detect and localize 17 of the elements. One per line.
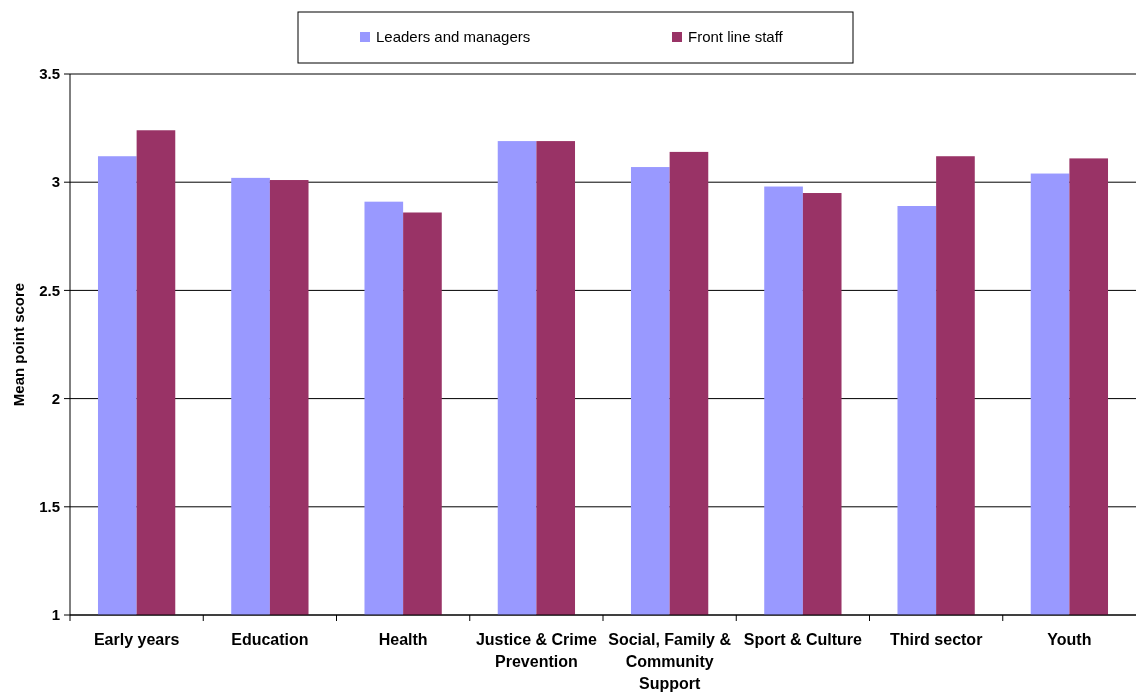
x-tick-label: Youth (1047, 631, 1092, 648)
y-axis-title: Mean point score (10, 282, 27, 407)
legend-label: Leaders and managers (376, 28, 531, 45)
y-tick-label: 3.5 (39, 65, 60, 83)
y-tick-label: 2 (51, 389, 60, 407)
x-tick-label: Third sector (889, 631, 983, 648)
x-tick-label: Early years (93, 631, 180, 648)
y-tick-label: 1.5 (39, 498, 60, 516)
x-tick-label: Health (378, 631, 428, 648)
x-tick-label: Sport & Culture (743, 631, 863, 648)
x-tick-label: Justice & Crime Prevention (475, 631, 597, 670)
x-tick-label: Education (231, 631, 309, 648)
y-tick-label: 3 (51, 173, 60, 191)
x-tick-label: Social, Family & Community Support (608, 631, 732, 692)
y-tick-label: 2.5 (39, 281, 60, 299)
y-tick-label: 1 (51, 606, 60, 624)
legend-label: Front line staff (688, 28, 784, 45)
